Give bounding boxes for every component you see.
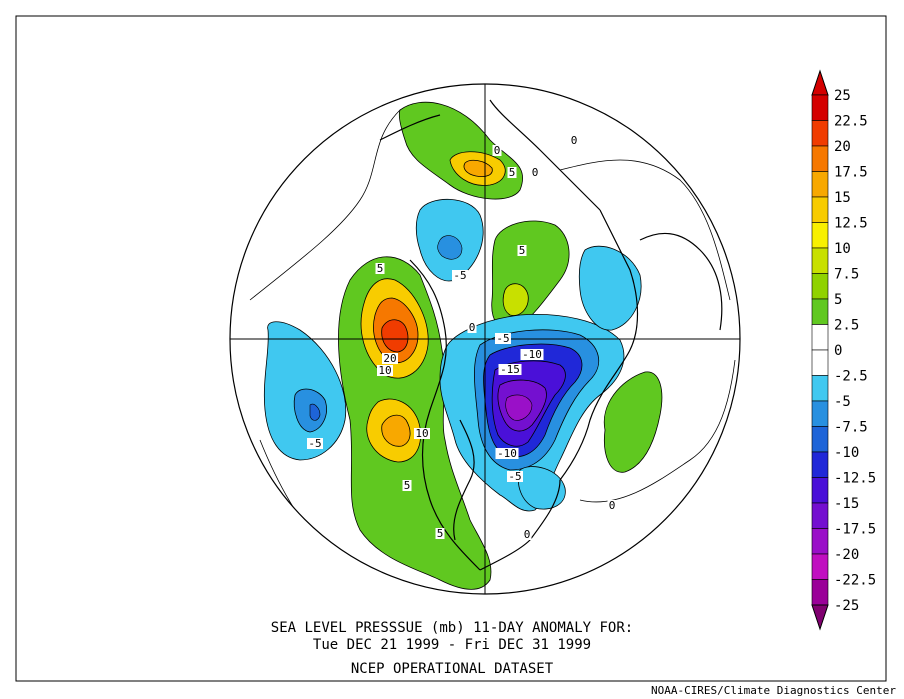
colorbar-swatch [811,298,829,325]
contour-label-bg [382,353,398,364]
colorbar-swatch [811,324,829,351]
colorbar-swatch [811,247,829,274]
contour-label: -10 [497,447,517,460]
colorbar-swatch [811,579,829,606]
contour-label: -10 [522,348,542,361]
map-boundary [229,83,741,595]
contour-label-bg [507,167,517,178]
contour-label: 5 [519,244,526,257]
colorbar-tick-label: 12.5 [834,216,868,232]
contour-label: 10 [415,427,428,440]
contour-label: 0 [532,166,539,179]
contour-label: 5 [377,262,384,275]
colorbar-swatch [811,145,829,172]
contour-label-bg [452,270,468,281]
contour-label: 10 [378,364,391,377]
contour-label: 0 [524,528,531,541]
contour-label-bg [495,448,519,459]
contour-label-bg [522,529,532,540]
title-line-1: SEA LEVEL PRESSSUE (mb) 11-DAY ANOMALY F… [270,620,634,636]
colorbar-tick-label: 7.5 [834,267,859,283]
colorbar-swatch [811,553,829,580]
contour-label: 0 [494,144,501,157]
credit-text: NOAA-CIRES/Climate Diagnostics Center [650,684,896,697]
contour-label-bg [530,167,540,178]
colorbar-swatch [811,273,829,300]
colorbar-swatch [811,120,829,147]
contour-label-bg [467,322,477,333]
colorbar-tick-label: -12.5 [834,471,876,487]
contour-label-bg [517,245,527,256]
colorbar-swatch [811,349,829,376]
contour-label: -15 [500,363,520,376]
colorbar-tick-label: -25 [834,598,859,614]
contour-label: 0 [609,499,616,512]
colorbar-swatch [811,94,829,121]
contour-label: 5 [509,166,516,179]
contour-label-bg [498,364,522,375]
plot-frame [15,15,887,682]
colorbar-swatch [811,222,829,249]
contour-label-bg [375,263,385,274]
colorbar-tick-label: -17.5 [834,522,876,538]
colorbar-tick-label: -20 [834,547,859,563]
contour-label-bg [402,480,412,491]
contour-label-bg [569,135,579,146]
contour-label-bg [414,428,430,439]
contour-label: 20 [383,352,396,365]
contour-label: 0 [469,321,476,334]
colorbar-swatch [811,400,829,427]
colorbar-tick-label: 17.5 [834,165,868,181]
colorbar-arrow-bottom [811,604,829,631]
colorbar-tick-label: 22.5 [834,114,868,130]
colorbar: 25 22.5 20 17.5 15 12.5 10 7.5 5 2.5 0 -2.5 -5 -7.5 -1… [811,69,876,631]
colorbar-tick-label: -5 [834,394,851,410]
contour-label: 5 [437,527,444,540]
contour-label: -5 [453,269,466,282]
colorbar-tick-label: 2.5 [834,318,859,334]
colorbar-tick-label: -7.5 [834,420,868,436]
contour-label: -5 [496,332,509,345]
contour-label-bg [607,500,617,511]
contour-label: 5 [404,479,411,492]
contour-label: 0 [571,134,578,147]
colorbar-swatch [811,451,829,478]
colorbar-swatch [811,502,829,529]
contour-label-bg [435,528,445,539]
title-line-2: Tue DEC 21 1999 - Fri DEC 31 1999 [312,637,592,653]
colorbar-tick-label: 0 [834,343,842,359]
colorbar-tick-label: -10 [834,445,859,461]
colorbar-swatch [811,426,829,453]
contour-label-bg [492,145,502,156]
contour-label: -5 [508,470,521,483]
polar-map [229,83,741,595]
colorbar-tick-label: 20 [834,139,851,155]
contour-label: -5 [308,437,321,450]
colorbar-swatch [811,528,829,555]
colorbar-swatch [811,477,829,504]
colorbar-swatch [811,375,829,402]
colorbar-swatch [811,196,829,223]
contour-label-bg [377,365,393,376]
colorbar-tick-label: -15 [834,496,859,512]
title-line-3: NCEP OPERATIONAL DATASET [350,661,554,677]
contour-label-bg [307,438,323,449]
colorbar-tick-label: 10 [834,241,851,257]
colorbar-swatch [811,171,829,198]
colorbar-tick-label: -2.5 [834,369,868,385]
colorbar-arrow-top [811,69,829,96]
contour-label-bg [507,471,523,482]
colorbar-tick-label: 5 [834,292,842,308]
colorbar-tick-label: -22.5 [834,573,876,589]
colorbar-tick-label: 15 [834,190,851,206]
colorbar-tick-label: 25 [834,88,851,104]
contour-label-bg [495,333,511,344]
contour-label-bg [520,349,544,360]
